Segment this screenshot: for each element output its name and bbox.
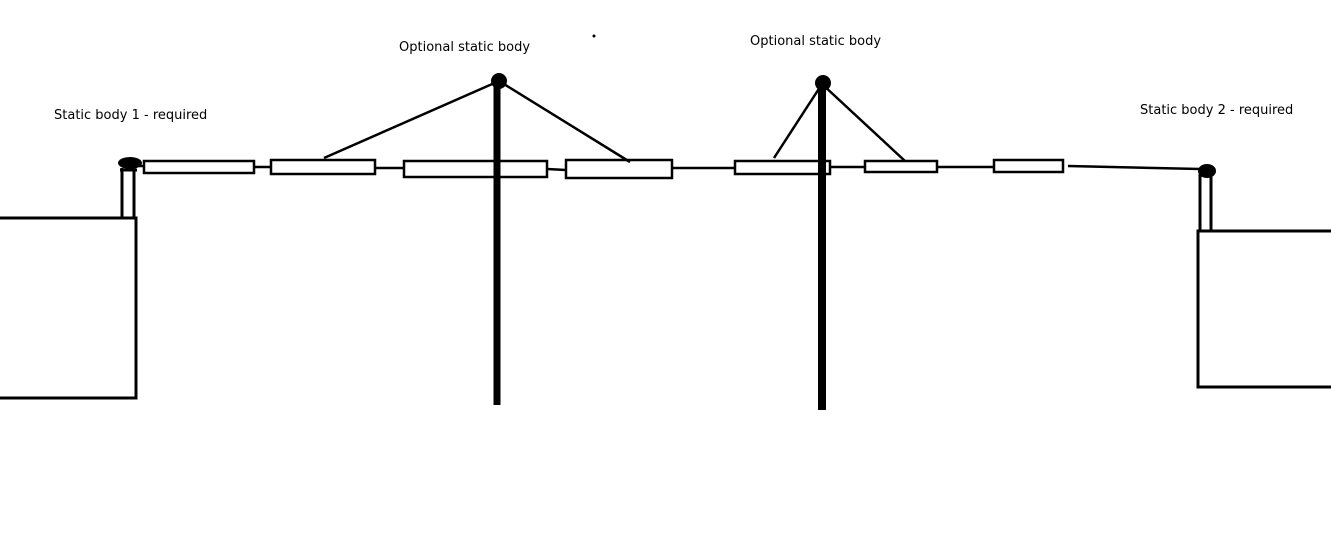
static-body-1-label: Static body 1 - required	[54, 108, 208, 123]
optional-static-body-1-anchor	[491, 73, 507, 89]
static-body-2	[1196, 174, 1331, 389]
optional-static-body-2	[772, 75, 906, 410]
plank	[402, 159, 549, 179]
static-body-2-block	[1196, 229, 1331, 389]
static-body-1	[0, 168, 138, 400]
optional-static-body-1	[323, 73, 631, 405]
optional-static-body-2-anchor	[815, 75, 831, 91]
plank	[142, 159, 256, 175]
plank	[863, 159, 939, 174]
optional-static-body-2-stay-right	[821, 83, 906, 162]
static-body-1-block	[0, 216, 138, 400]
rope-segment	[1067, 164, 1201, 171]
rope	[136, 164, 1201, 172]
plank	[564, 158, 674, 180]
stray-dot	[592, 34, 596, 38]
plank	[992, 158, 1065, 174]
optional-static-body-1-stay-right	[498, 79, 631, 164]
optional-static-body-2-stay-left	[772, 83, 824, 159]
plank	[733, 159, 832, 176]
rope-segment	[546, 167, 567, 172]
optional-static-body-1-label: Optional static body	[399, 40, 531, 55]
planks	[142, 158, 1065, 180]
plank	[269, 158, 377, 176]
optional-static-body-1-stay-left	[323, 79, 500, 160]
static-body-2-label: Static body 2 - required	[1140, 103, 1294, 118]
optional-static-body-2-label: Optional static body	[750, 34, 882, 49]
static-body-2-anchor	[1198, 164, 1216, 178]
